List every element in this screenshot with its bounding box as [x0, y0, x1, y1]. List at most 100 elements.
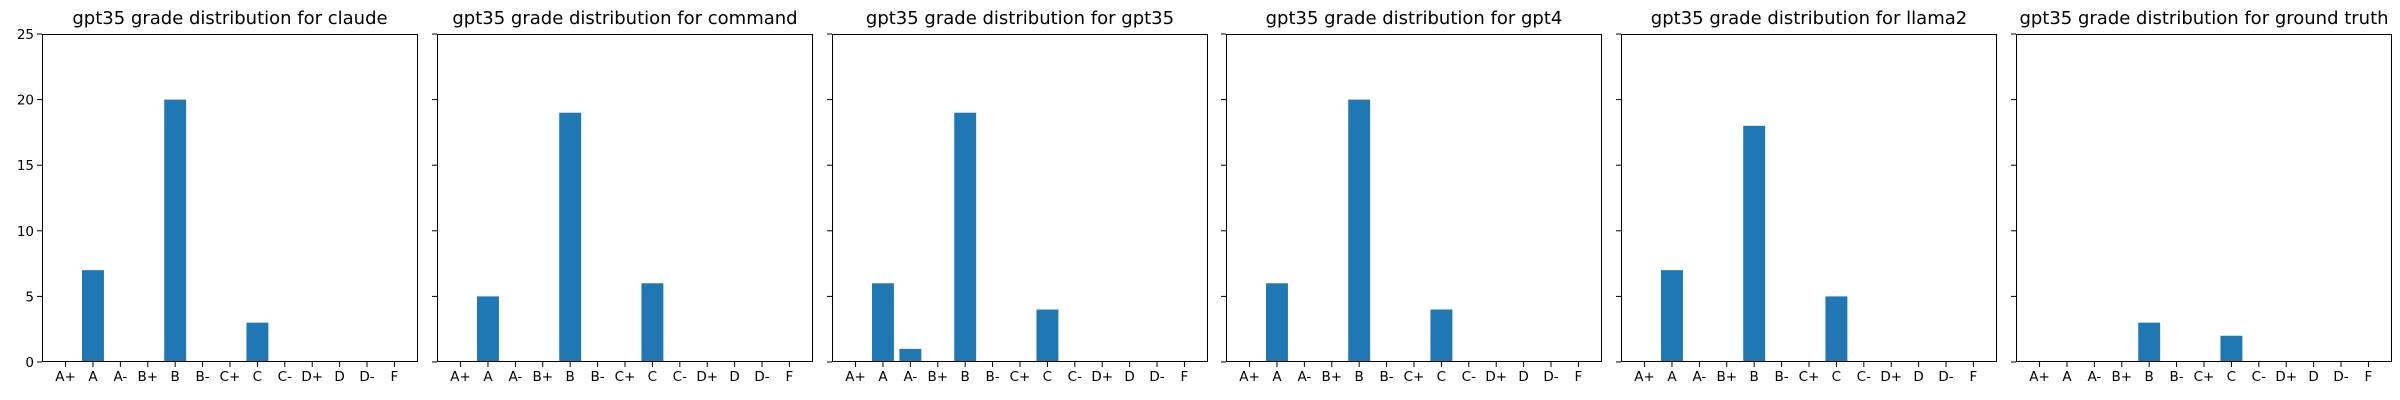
y-tick-label: 0: [25, 355, 34, 371]
x-tick-label: D+: [2275, 369, 2297, 385]
x-tick-label: F: [391, 369, 399, 385]
x-tick-label: B+: [1321, 369, 1342, 385]
x-tick-label: C-: [278, 369, 292, 385]
x-tick-label: D-: [1149, 369, 1164, 385]
y-tick-label: 5: [25, 289, 34, 305]
x-tick-label: C-: [1068, 369, 1082, 385]
x-tick-label: B-: [1775, 369, 1789, 385]
x-tick-label: D: [1518, 369, 1528, 385]
x-tick-label: D+: [301, 369, 323, 385]
x-tick-label: D: [729, 369, 739, 385]
x-tick-label: D-: [1938, 369, 1953, 385]
bar: [164, 99, 187, 362]
chart-title: gpt35 grade distribution for claude: [72, 8, 387, 29]
x-tick-label: C: [648, 369, 657, 385]
x-tick-label: A: [1667, 369, 1677, 385]
chart-title: gpt35 grade distribution for ground trut…: [2019, 8, 2388, 29]
x-tick-label: A: [88, 369, 98, 385]
chart-panel: gpt35 grade distribution for gpt4 A+ A A- B+…: [1221, 8, 1602, 385]
chart-panel: gpt35 grade distribution for command A+ A A…: [432, 8, 813, 385]
x-tick-label: A+: [1239, 369, 1260, 385]
x-tick-label: B+: [2111, 369, 2132, 385]
x-tick-label: B+: [137, 369, 158, 385]
x-tick-label: D-: [2333, 369, 2348, 385]
bar: [559, 112, 582, 362]
x-tick-label: A+: [845, 369, 866, 385]
bar: [1661, 270, 1683, 362]
chart-panel: gpt35 grade distribution for claude A+ A A-…: [17, 8, 418, 385]
bar: [246, 322, 269, 362]
x-tick-label: B: [171, 369, 180, 385]
chart-title: gpt35 grade distribution for command: [452, 8, 797, 29]
x-tick-label: B+: [927, 369, 948, 385]
x-tick-label: C+: [1404, 369, 1425, 385]
x-tick-label: F: [1575, 369, 1583, 385]
x-tick-label: D-: [754, 369, 769, 385]
axes-frame: [832, 34, 1208, 362]
x-tick-label: A-: [508, 369, 522, 385]
x-tick-label: B-: [1380, 369, 1394, 385]
x-tick-label: D-: [1543, 369, 1558, 385]
chart-panel: gpt35 grade distribution for ground trut…: [2011, 8, 2392, 385]
x-tick-label: B: [1750, 369, 1759, 385]
y-tick-label: 25: [17, 27, 34, 43]
chart-title: gpt35 grade distribution for gpt35: [866, 8, 1174, 29]
x-tick-label: C: [1437, 369, 1446, 385]
x-tick-label: C-: [2252, 369, 2266, 385]
axes-frame: [42, 34, 418, 362]
bar: [641, 283, 664, 362]
bar: [1430, 309, 1453, 362]
bar: [954, 112, 977, 362]
x-tick-label: A: [878, 369, 888, 385]
chart-title: gpt35 grade distribution for llama2: [1651, 8, 1967, 29]
x-tick-label: B+: [1716, 369, 1737, 385]
x-tick-label: D+: [696, 369, 718, 385]
x-tick-label: D+: [1485, 369, 1507, 385]
x-tick-label: F: [786, 369, 794, 385]
x-tick-label: F: [1181, 369, 1189, 385]
x-tick-label: C+: [1799, 369, 1820, 385]
x-tick-label: C-: [673, 369, 687, 385]
y-tick-label: 10: [17, 224, 34, 240]
x-tick-label: D+: [1091, 369, 1113, 385]
x-tick-label: B+: [532, 369, 553, 385]
x-tick-label: C: [1832, 369, 1841, 385]
bar: [872, 283, 894, 362]
x-tick-label: A: [2062, 369, 2072, 385]
axes-frame: [1621, 34, 1997, 362]
x-tick-label: A-: [1692, 369, 1706, 385]
bar: [899, 348, 922, 362]
x-tick-label: A-: [1297, 369, 1311, 385]
x-tick-label: B: [961, 369, 970, 385]
x-tick-label: A+: [1634, 369, 1655, 385]
x-tick-label: C: [1043, 369, 1052, 385]
bar: [477, 296, 499, 362]
bar: [1743, 125, 1766, 362]
x-tick-label: D: [334, 369, 344, 385]
x-tick-label: C: [253, 369, 262, 385]
chart-title: gpt35 grade distribution for gpt4: [1266, 8, 1563, 29]
x-tick-label: B-: [591, 369, 605, 385]
bar: [1348, 99, 1371, 362]
bar: [2138, 322, 2161, 362]
x-tick-label: C+: [220, 369, 241, 385]
x-tick-label: D: [1124, 369, 1134, 385]
x-tick-label: A+: [55, 369, 76, 385]
x-tick-label: B-: [986, 369, 1000, 385]
x-tick-label: F: [2365, 369, 2373, 385]
x-tick-label: C: [2227, 369, 2236, 385]
x-tick-label: C-: [1462, 369, 1476, 385]
x-tick-label: B: [2145, 369, 2154, 385]
x-tick-label: F: [1970, 369, 1978, 385]
x-tick-label: A-: [2087, 369, 2101, 385]
x-tick-label: A+: [2029, 369, 2050, 385]
x-tick-label: B-: [2170, 369, 2184, 385]
chart-panel: gpt35 grade distribution for gpt35 A+ A A- B…: [827, 8, 1208, 385]
x-tick-label: B: [566, 369, 575, 385]
x-tick-label: D: [2308, 369, 2318, 385]
x-tick-label: C+: [615, 369, 636, 385]
axes-frame: [437, 34, 813, 362]
y-tick-label: 15: [17, 158, 34, 174]
x-tick-label: B: [1355, 369, 1364, 385]
x-tick-label: A-: [903, 369, 917, 385]
